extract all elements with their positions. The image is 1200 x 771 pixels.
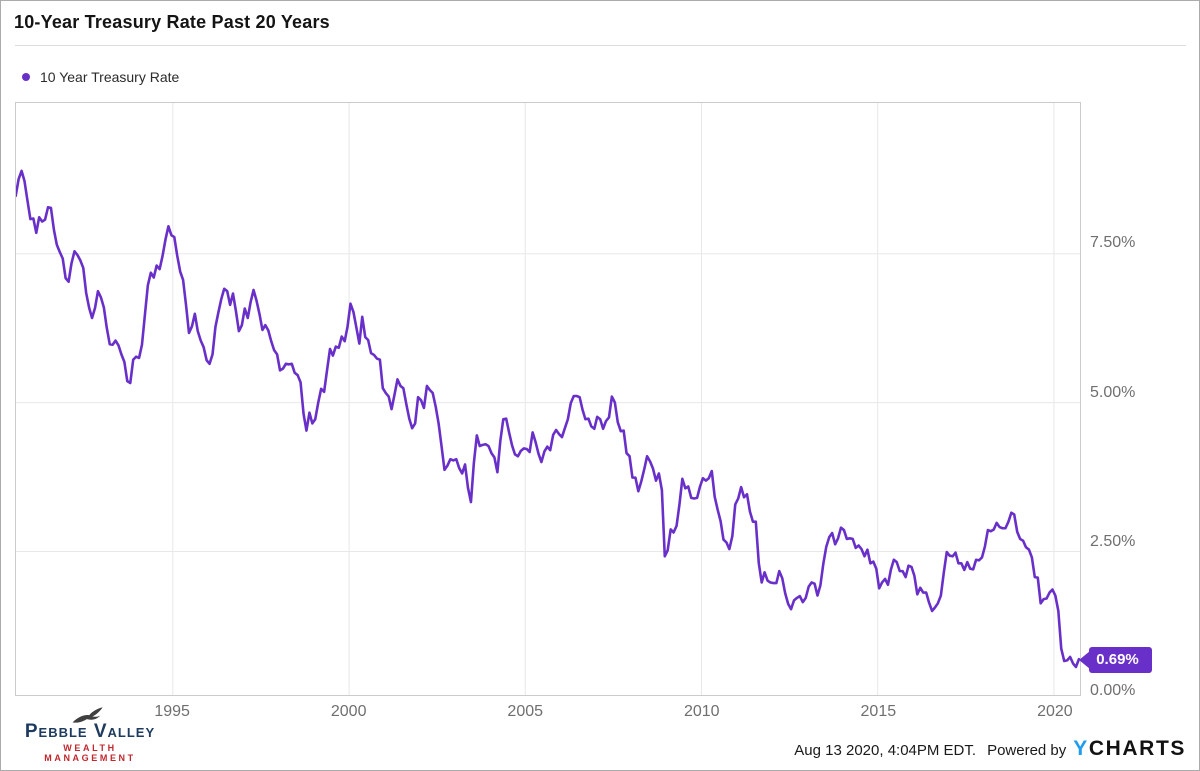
x-axis-tick-label: 2010 — [683, 703, 720, 720]
last-value-label: 0.69% — [1089, 647, 1152, 674]
x-axis-tick-label: 2015 — [860, 703, 897, 720]
powered-by-label: Powered by — [987, 742, 1067, 759]
y-axis-tick-label: 5.00% — [1090, 383, 1136, 401]
y-axis-tick-label: 0.00% — [1090, 682, 1136, 700]
x-axis-tick-label: 2000 — [330, 703, 367, 720]
ycharts-logo-charts: CHARTS — [1088, 737, 1186, 760]
pebble-valley-logo: Pebble Valley Wealth Management — [15, 707, 165, 763]
logo-subtitle: Wealth Management — [44, 743, 136, 763]
legend: 10 Year Treasury Rate — [22, 69, 179, 85]
ycharts-logo[interactable]: YCHARTS — [1073, 738, 1186, 759]
footer-attribution: Aug 13 2020, 4:04PM EDT. Powered by YCHA… — [794, 738, 1186, 759]
chart-title: 10-Year Treasury Rate Past 20 Years — [14, 12, 330, 32]
ycharts-logo-y: Y — [1073, 737, 1089, 760]
timestamp: Aug 13 2020, 4:04PM EDT. — [794, 742, 977, 759]
line-chart-svg — [16, 103, 1080, 695]
eagle-icon — [72, 707, 103, 723]
x-axis-tick-label: 2005 — [507, 703, 544, 720]
header-divider — [15, 45, 1186, 46]
y-axis-tick-label: 2.50% — [1090, 532, 1136, 550]
logo-name: Pebble Valley — [24, 721, 156, 742]
y-axis-tick-label: 7.50% — [1090, 234, 1136, 252]
plot-area[interactable] — [15, 102, 1081, 696]
x-axis-tick-label: 2020 — [1037, 703, 1073, 720]
x-axis-tick-label: 1995 — [154, 703, 190, 720]
legend-marker-dot — [22, 73, 30, 81]
treasury-rate-line — [16, 169, 1080, 669]
last-value-badge: 0.69% — [1079, 647, 1152, 674]
badge-arrow-icon — [1079, 651, 1090, 670]
legend-label: 10 Year Treasury Rate — [40, 69, 180, 85]
